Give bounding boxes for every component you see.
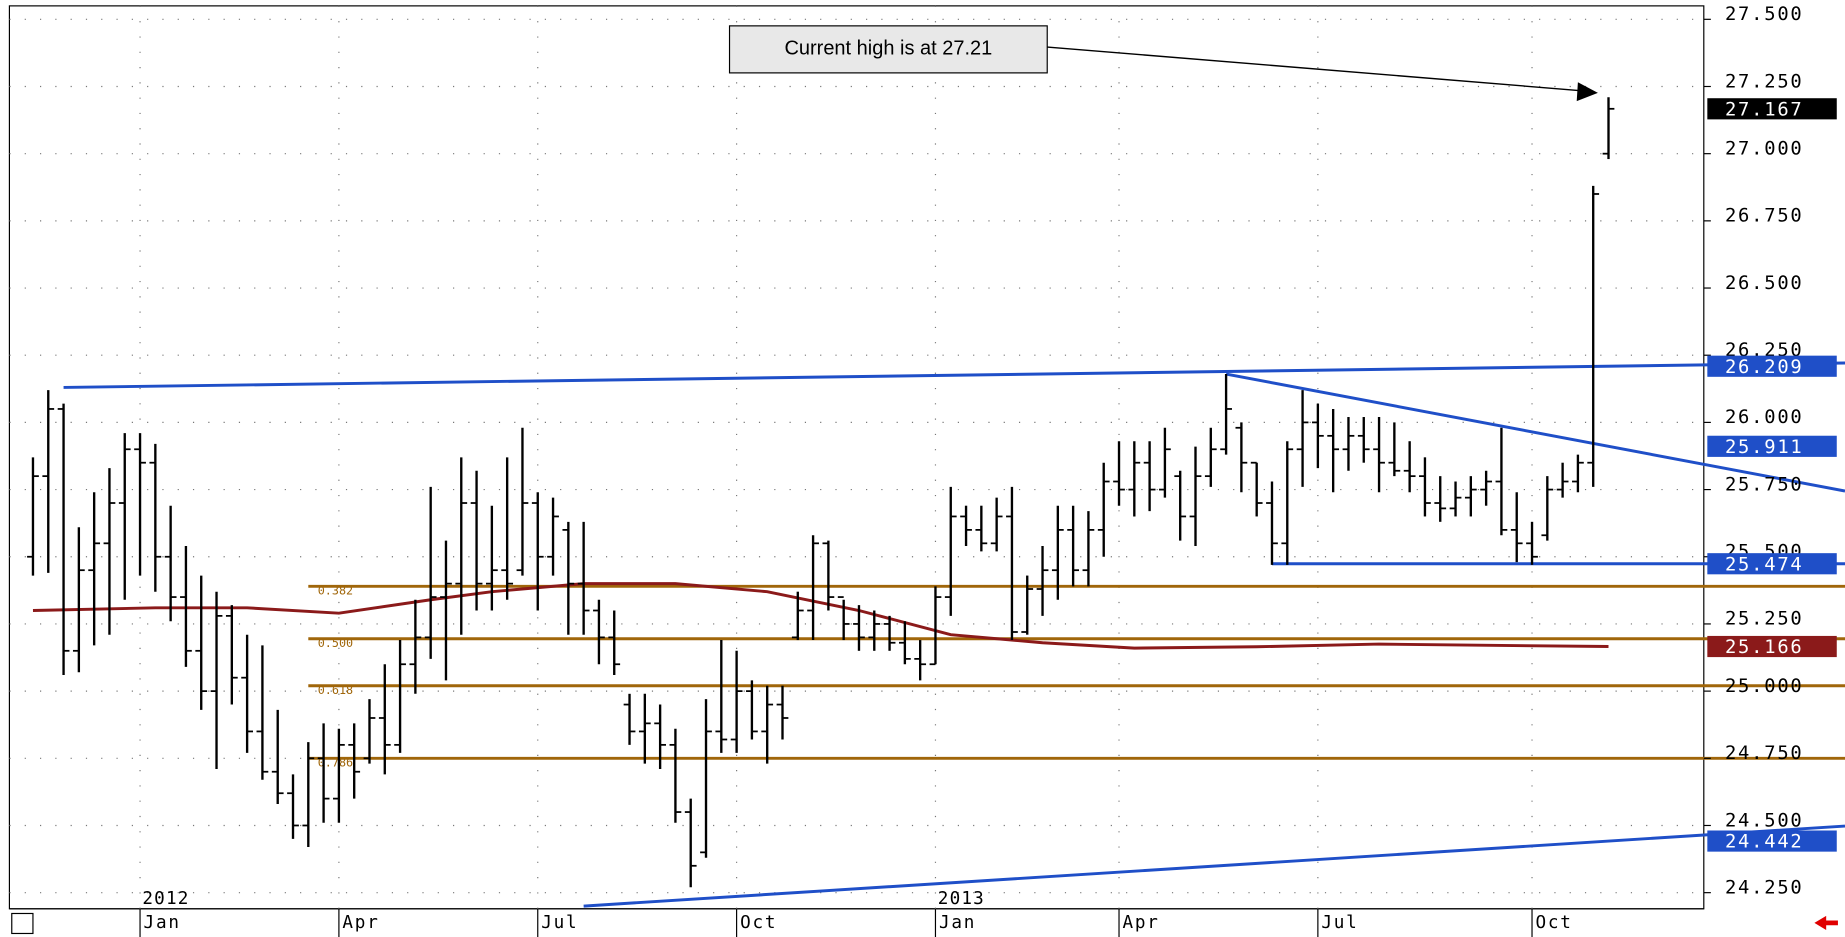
trendline [1225, 372, 1845, 493]
callout-text: Current high is at 27.21 [784, 38, 992, 60]
price-box-label: 27.167 [1725, 99, 1804, 120]
y-tick-label: 27.500 [1725, 4, 1804, 25]
overlays: 0.382 0.500 0.618 0.786 [32, 361, 1845, 908]
y-tick-label: 24.250 [1725, 877, 1804, 898]
price-box-label: 25.911 [1725, 437, 1804, 458]
price-box-label: 25.474 [1725, 554, 1804, 575]
y-tick-label: 25.750 [1725, 474, 1804, 495]
year-label: 2013 [938, 889, 985, 909]
trendline [583, 824, 1845, 908]
x-tick-label: Jan [144, 913, 181, 933]
price-box [1707, 355, 1837, 377]
y-tick-label: 24.750 [1725, 743, 1804, 764]
y-tick-label: 27.250 [1725, 71, 1804, 92]
fib-label: 0.786 [318, 756, 353, 770]
y-tick-label: 26.000 [1725, 407, 1804, 428]
fib-label: 0.618 [318, 683, 353, 697]
x-tick-label: Apr [342, 913, 379, 933]
fib-label: 0.500 [318, 636, 353, 650]
price-box-label: 24.442 [1725, 832, 1804, 853]
price-box-label: 25.166 [1725, 637, 1804, 658]
corner-box[interactable] [11, 912, 34, 935]
fib-label: 0.382 [318, 584, 353, 598]
price-box [1707, 635, 1837, 658]
y-tick-label: 24.500 [1725, 810, 1804, 831]
price-box-label: 26.209 [1725, 357, 1804, 378]
y-axis: 24.25024.50024.75025.00025.25025.50025.7… [139, 4, 1837, 937]
price-box [1707, 830, 1837, 852]
year-label: 2012 [142, 889, 189, 909]
y-tick-label: 26.500 [1725, 273, 1804, 294]
callout-arrow [1047, 46, 1580, 92]
x-tick-label: Oct [740, 913, 777, 933]
bars [27, 97, 1615, 888]
y-tick-label: 25.250 [1725, 609, 1804, 630]
y-tick-label: 25.000 [1725, 676, 1804, 697]
y-tick-label: 27.000 [1725, 138, 1804, 159]
trendline [63, 361, 1845, 389]
x-tick-label: Jul [541, 913, 578, 933]
moving-average [32, 582, 1609, 650]
callout-box [728, 25, 1048, 74]
scroll-arrow[interactable] [1814, 915, 1838, 930]
price-box [1707, 553, 1837, 575]
x-tick-label: Apr [1123, 913, 1160, 933]
y-tick-label: 26.750 [1725, 206, 1804, 227]
x-tick-label: Oct [1536, 913, 1573, 933]
price-box [1707, 435, 1837, 457]
price-box [1707, 98, 1837, 120]
callout-arrowhead [1576, 82, 1598, 102]
x-tick-label: Jul [1321, 913, 1358, 933]
x-tick-label: Jan [939, 913, 976, 933]
